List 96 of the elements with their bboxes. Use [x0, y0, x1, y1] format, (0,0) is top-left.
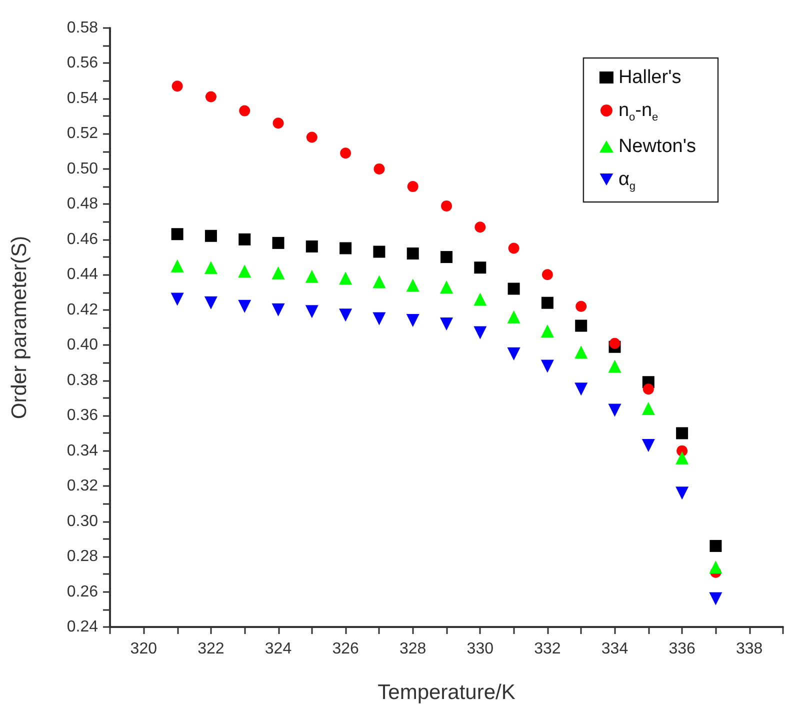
x-tick-label: 322: [198, 640, 224, 658]
point: [608, 404, 622, 417]
point: [406, 278, 420, 292]
x-tick-label: 332: [534, 640, 561, 658]
point: [709, 592, 722, 606]
x-tick-label: 320: [130, 640, 158, 658]
point: [238, 264, 252, 278]
point: [204, 261, 218, 274]
y-axis-title: Order parameter(S): [8, 236, 31, 420]
y-tick-label: 0.38: [66, 372, 98, 389]
x-tick-label: 336: [668, 640, 696, 658]
point: [508, 242, 520, 254]
point: [676, 451, 689, 464]
point: [272, 266, 285, 280]
point: [508, 282, 520, 295]
point: [709, 560, 722, 574]
point: [239, 105, 250, 116]
point: [171, 228, 184, 240]
point: [676, 427, 688, 440]
point: [272, 118, 284, 129]
y-tick-label: 0.30: [66, 512, 98, 530]
legend-label: Newton's: [618, 136, 696, 157]
y-tick-label: 0.26: [66, 583, 98, 600]
point: [407, 181, 418, 192]
x-tick-label: 324: [264, 640, 292, 658]
y-tick-label: 0.40: [66, 336, 98, 354]
y-tick-label: 0.52: [66, 125, 98, 142]
point: [305, 305, 318, 318]
point: [575, 320, 588, 332]
point: [238, 300, 252, 313]
point: [609, 338, 620, 349]
point: [406, 248, 419, 260]
x-tick-label: 330: [466, 640, 494, 658]
y-tick-label: 0.44: [66, 266, 98, 284]
point: [372, 312, 386, 326]
point: [306, 132, 318, 143]
point: [441, 200, 452, 212]
y-tick-label: 0.36: [66, 407, 98, 424]
point: [540, 324, 554, 338]
y-tick-label: 0.58: [66, 20, 98, 36]
point: [542, 269, 553, 280]
point: [340, 242, 352, 254]
point: [339, 308, 352, 322]
point: [170, 259, 184, 272]
point: [170, 292, 184, 306]
point: [507, 310, 520, 324]
point: [574, 346, 588, 359]
point: [540, 360, 554, 373]
y-tick-label: 0.56: [66, 54, 98, 72]
point: [440, 280, 453, 294]
point: [474, 262, 486, 274]
point: [204, 296, 218, 310]
point: [205, 91, 216, 102]
point: [238, 233, 251, 246]
point: [576, 300, 587, 312]
point: [574, 382, 588, 396]
y-tick-label: 0.50: [66, 160, 98, 178]
point: [306, 240, 318, 252]
point: [474, 222, 486, 233]
x-tick-label: 326: [332, 640, 359, 658]
point: [305, 270, 318, 283]
y-tick-label: 0.48: [66, 196, 98, 213]
point: [272, 236, 284, 249]
x-axis-title: Temperature/K: [378, 681, 516, 704]
point: [608, 360, 622, 373]
point: [272, 303, 285, 316]
y-tick-label: 0.54: [66, 90, 98, 107]
point: [440, 317, 453, 330]
point: [642, 439, 655, 452]
point: [642, 402, 655, 416]
point: [204, 230, 217, 242]
x-tick-label: 328: [400, 640, 426, 658]
x-tick-label: 334: [601, 640, 628, 658]
point: [374, 163, 385, 174]
point: [373, 246, 386, 258]
y-tick-label: 0.42: [66, 301, 98, 318]
point: [642, 384, 654, 395]
point: [474, 292, 487, 306]
x-tick-label: 338: [736, 640, 763, 658]
y-tick-label: 0.24: [66, 618, 98, 636]
point: [541, 296, 554, 309]
point: [339, 272, 352, 285]
legend-label: Haller's: [618, 67, 682, 88]
y-tick-label: 0.28: [66, 548, 98, 566]
point: [676, 486, 689, 500]
point: [474, 326, 487, 340]
point: [440, 251, 452, 264]
y-tick-label: 0.32: [66, 478, 98, 495]
point: [406, 314, 420, 327]
point: [372, 275, 386, 288]
point: [172, 80, 183, 92]
y-tick-label: 0.46: [66, 230, 98, 248]
y-tick-label: 0.34: [66, 442, 98, 460]
point: [710, 540, 722, 552]
point: [507, 347, 520, 360]
point: [340, 148, 352, 159]
